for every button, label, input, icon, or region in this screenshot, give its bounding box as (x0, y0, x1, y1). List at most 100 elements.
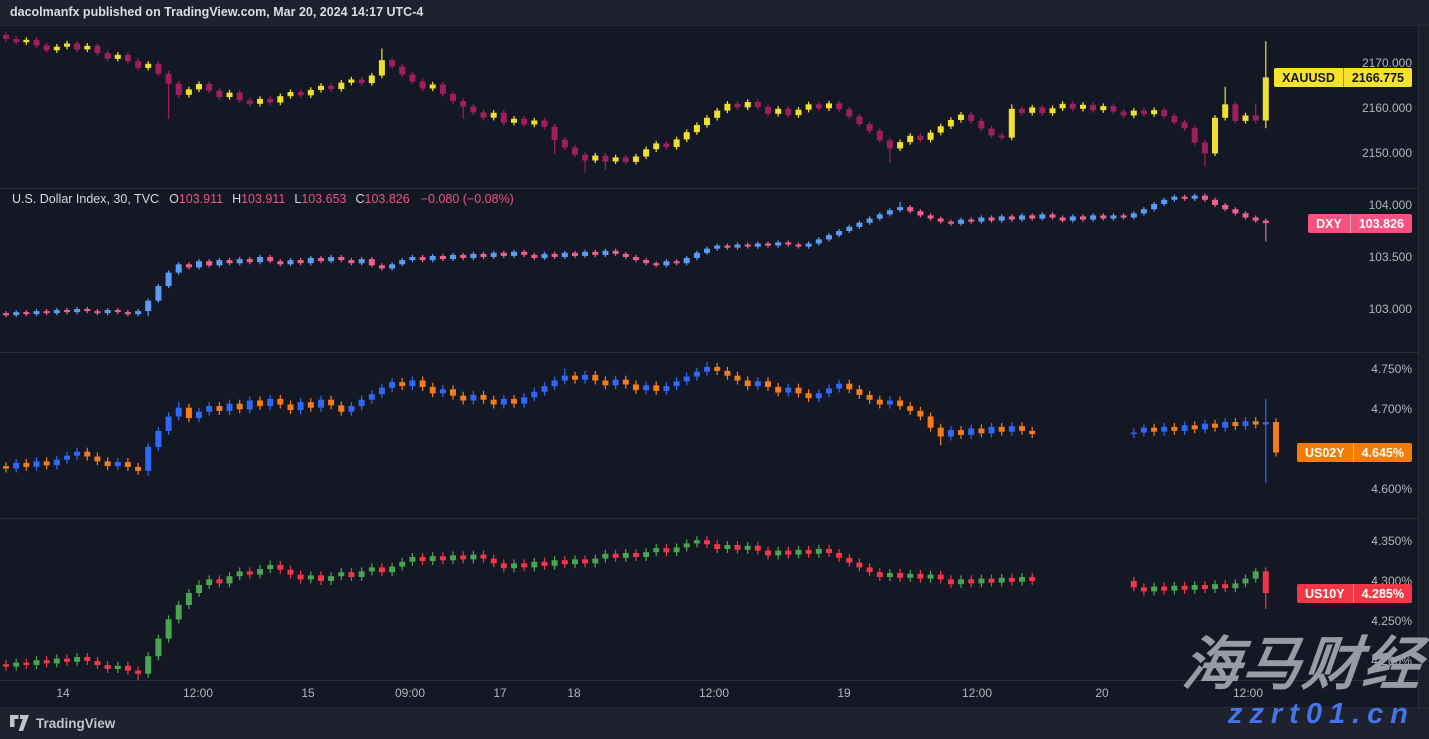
candle (1262, 398, 1269, 483)
candle (663, 382, 670, 395)
candle (734, 541, 741, 554)
candle (947, 117, 954, 129)
candle (368, 390, 375, 404)
candle (277, 394, 284, 409)
candle (897, 396, 904, 411)
candle (744, 242, 751, 249)
candle (328, 572, 335, 585)
candle (602, 376, 609, 390)
candle (683, 372, 690, 386)
candle (1080, 214, 1086, 222)
candle (3, 311, 9, 318)
candle (775, 240, 782, 248)
candle (663, 140, 670, 150)
candle (216, 575, 223, 588)
candle (307, 398, 314, 412)
candle (1222, 418, 1229, 432)
candle (978, 424, 985, 438)
candle (429, 81, 436, 92)
candle (429, 552, 436, 565)
candle (1222, 86, 1229, 121)
time-axis-label: 12:00 (698, 686, 730, 700)
price-tick-label: 4.200% (1371, 654, 1412, 668)
tradingview-brand-text[interactable]: TradingView (36, 715, 116, 731)
candle (1090, 213, 1097, 222)
candle (389, 378, 396, 392)
candle (135, 58, 142, 71)
candle (947, 426, 954, 441)
candle (114, 52, 121, 62)
candle (907, 402, 914, 415)
candle (1242, 574, 1249, 588)
publish-info-text: dacolmanfx published on TradingView.com,… (10, 5, 424, 19)
footer-bar: TradingView (0, 707, 1429, 739)
candle (226, 399, 233, 415)
candle (765, 546, 771, 560)
candle (267, 394, 274, 411)
candle (64, 654, 70, 666)
candle (927, 213, 934, 221)
candle (531, 117, 538, 128)
candle (216, 258, 223, 268)
candle (1049, 212, 1056, 220)
candle (724, 101, 731, 114)
tradingview-logo-icon[interactable] (10, 715, 29, 731)
candle (1008, 104, 1015, 141)
candle (368, 563, 375, 576)
candle (785, 546, 792, 559)
candle (704, 536, 710, 549)
candle (795, 545, 802, 559)
candle (714, 362, 721, 375)
candle (1181, 119, 1188, 131)
candle (318, 256, 324, 264)
candle (988, 125, 995, 138)
price-scale-strip[interactable] (1418, 26, 1429, 707)
candle (470, 251, 477, 261)
candle (998, 214, 1005, 223)
candle (632, 153, 639, 165)
candle (582, 152, 589, 173)
time-axis-label: 09:00 (394, 686, 426, 700)
candle (1201, 419, 1208, 434)
candle (947, 219, 954, 226)
candle (1242, 112, 1249, 124)
candle (1110, 213, 1117, 221)
candle (1151, 201, 1158, 212)
candle (490, 395, 497, 409)
candle (592, 370, 599, 385)
candle (805, 389, 812, 403)
us10y-badge-symbol: US10Y (1297, 584, 1354, 603)
candle (94, 309, 101, 316)
candle (572, 144, 578, 158)
candle (287, 89, 294, 99)
candle (348, 568, 355, 581)
us10y-price-badge: US10Y 4.285% (1296, 584, 1412, 603)
candle (1039, 104, 1046, 116)
legend-title: U.S. Dollar Index, 30, TVC (12, 192, 160, 206)
candle (196, 81, 202, 93)
watermark-url-text: zzrt01.cn (1227, 698, 1415, 730)
time-axis-label: 12:00 (961, 686, 993, 700)
candle (33, 457, 40, 471)
candle (43, 42, 50, 53)
dxy-legend[interactable]: U.S. Dollar Index, 30, TVC O103.911 H103.9… (12, 192, 514, 206)
candle (378, 263, 385, 271)
candle (1151, 423, 1158, 436)
candle (643, 146, 650, 160)
candle (531, 387, 538, 402)
candle (399, 258, 406, 267)
candle (815, 545, 822, 558)
candle (419, 376, 426, 391)
candle (297, 570, 304, 584)
candle (1201, 581, 1208, 593)
candle (419, 553, 426, 565)
price-tick-label: 2150.000 (1361, 145, 1412, 160)
candle (13, 658, 20, 671)
legend-high-value: 103.911 (241, 192, 286, 206)
candle (988, 574, 995, 587)
candle (328, 83, 335, 92)
candle (307, 256, 314, 266)
candle (378, 383, 385, 399)
candle (998, 422, 1005, 436)
